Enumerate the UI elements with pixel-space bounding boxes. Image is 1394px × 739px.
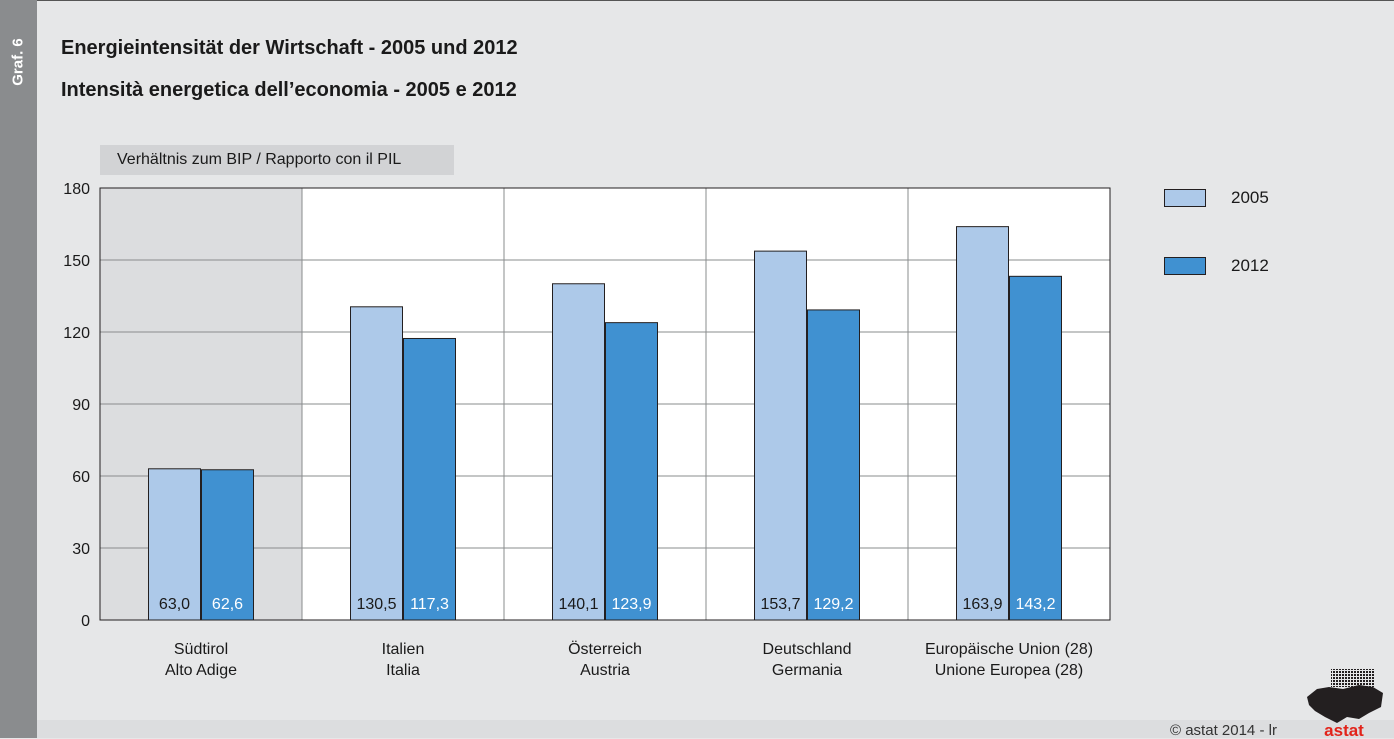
data-label-2005: 130,5 — [356, 596, 396, 613]
legend-label-2005: 2005 — [1231, 188, 1269, 207]
y-axis-unit-label: Verhältnis zum BIP / Rapporto con il PIL — [100, 145, 454, 175]
plot-border — [99, 187, 1111, 621]
x-category-label: Südtirol — [174, 641, 228, 658]
bar-2005 — [552, 283, 605, 621]
x-category-label: Italien — [382, 641, 425, 658]
x-category-label: Alto Adige — [165, 662, 237, 679]
chart-title-german: Energieintensität der Wirtschaft - 2005 … — [61, 37, 518, 59]
data-label-2005: 140,1 — [558, 596, 598, 613]
x-category-label: Italia — [386, 662, 420, 679]
data-label-2012: 123,9 — [611, 596, 651, 613]
copyright-notice: © astat 2014 - lr — [1170, 722, 1277, 739]
bar-2005 — [754, 250, 807, 621]
legend-swatch-2005 — [1164, 189, 1206, 207]
y-tick-label: 180 — [63, 181, 90, 198]
bar-2005 — [350, 306, 403, 621]
y-tick-label: 150 — [63, 253, 90, 270]
astat-logo-text: astat — [1324, 721, 1364, 738]
astat-logo: astat — [1307, 669, 1383, 738]
bar-2012 — [403, 337, 456, 621]
y-tick-label: 90 — [72, 397, 90, 414]
legend-item-2005: 2005 — [1164, 187, 1364, 211]
x-category-label: Unione Europea (28) — [935, 662, 1084, 679]
data-label-2005: 163,9 — [962, 596, 1002, 613]
top-border — [37, 0, 1394, 1]
bar-2012 — [807, 309, 860, 621]
x-category-label: Germania — [772, 662, 842, 679]
x-category-label: Europäische Union (28) — [925, 641, 1093, 658]
y-tick-label: 120 — [63, 325, 90, 342]
x-category-label: Österreich — [568, 640, 642, 658]
bar-2005 — [148, 468, 201, 621]
y-tick-label: 60 — [72, 469, 90, 486]
data-label-2005: 63,0 — [159, 596, 190, 613]
footer-band — [37, 720, 1394, 738]
bar-2012 — [1009, 275, 1062, 621]
legend-item-2012: 2012 — [1164, 255, 1364, 279]
data-label-2012: 129,2 — [813, 596, 853, 613]
x-category-label: Deutschland — [763, 641, 852, 658]
chart-title-italian: Intensità energetica dell’economia - 200… — [61, 79, 517, 101]
legend-label-2012: 2012 — [1231, 256, 1269, 275]
bar-2012 — [605, 322, 658, 621]
data-label-2012: 143,2 — [1015, 596, 1055, 613]
x-category-label: Austria — [580, 662, 630, 679]
data-label-2005: 153,7 — [760, 596, 800, 613]
data-label-2012: 117,3 — [410, 596, 449, 613]
y-tick-label: 0 — [81, 613, 90, 630]
legend-swatch-2012 — [1164, 257, 1206, 275]
side-strip: Graf. 6 — [0, 0, 37, 738]
data-label-2012: 62,6 — [212, 596, 243, 613]
y-tick-label: 30 — [72, 541, 90, 558]
bar-2005 — [956, 226, 1009, 621]
